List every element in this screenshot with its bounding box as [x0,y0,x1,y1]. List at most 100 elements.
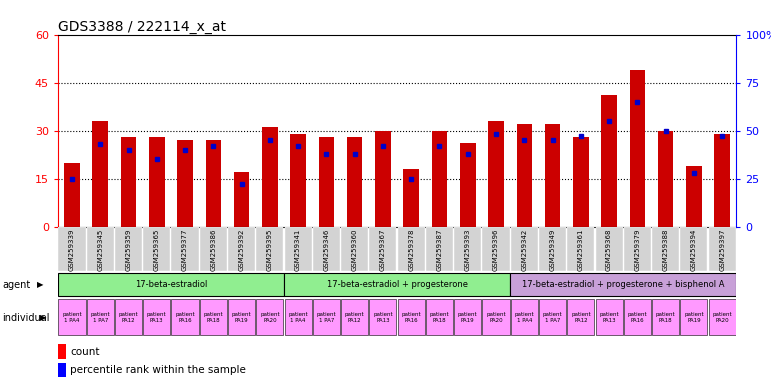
Bar [313,300,340,335]
Text: GSM259360: GSM259360 [352,229,358,271]
Bar [228,227,255,271]
Bar [234,172,249,227]
Text: patient
PA13: patient PA13 [599,312,619,323]
Bar [369,227,396,271]
Text: patient
PA19: patient PA19 [684,312,704,323]
Text: ▶: ▶ [37,280,43,290]
Bar [595,227,623,271]
Bar [58,363,66,377]
Bar [680,300,708,335]
Text: GSM259397: GSM259397 [719,229,726,271]
Text: GSM259342: GSM259342 [521,229,527,271]
Bar [652,300,679,335]
Bar [86,300,114,335]
Bar [454,300,481,335]
Text: 17-beta-estradiol: 17-beta-estradiol [135,280,207,289]
Bar [517,124,532,227]
Bar [256,300,284,335]
Text: GSM259396: GSM259396 [493,229,499,271]
Text: patient
PA19: patient PA19 [458,312,477,323]
Text: patient
1 PA7: patient 1 PA7 [543,312,562,323]
Text: GDS3388 / 222114_x_at: GDS3388 / 222114_x_at [58,20,226,33]
Text: count: count [70,347,99,357]
Text: patient
1 PA4: patient 1 PA4 [514,312,534,323]
Text: GSM259388: GSM259388 [662,229,668,271]
Bar [341,300,369,335]
Bar [539,300,566,335]
Text: GSM259394: GSM259394 [691,229,697,271]
Bar [539,227,566,271]
Text: patient
PA16: patient PA16 [628,312,647,323]
Bar [709,300,736,335]
Text: patient
PA12: patient PA12 [119,312,138,323]
Text: patient
PA16: patient PA16 [402,312,421,323]
Bar [86,227,114,271]
Text: patient
1 PA4: patient 1 PA4 [288,312,308,323]
Bar [460,143,476,227]
Bar [680,227,708,271]
Text: GSM259368: GSM259368 [606,229,612,271]
Bar [143,227,170,271]
Bar [573,137,588,227]
Text: GSM259367: GSM259367 [380,229,386,271]
Bar [58,344,66,359]
Text: GSM259392: GSM259392 [238,229,244,271]
Bar [143,300,170,335]
Bar [398,227,425,271]
Bar [426,300,453,335]
Text: individual: individual [2,313,50,323]
Bar [284,300,311,335]
Bar [284,273,510,296]
Text: patient
PA19: patient PA19 [232,312,251,323]
Bar [686,166,702,227]
Text: 17-beta-estradiol + progesterone: 17-beta-estradiol + progesterone [327,280,467,289]
Bar [567,227,594,271]
Text: patient
PA13: patient PA13 [147,312,167,323]
Bar [624,300,651,335]
Bar [171,300,199,335]
Bar [313,227,340,271]
Text: patient
PA18: patient PA18 [429,312,449,323]
Bar [228,300,255,335]
Text: GSM259341: GSM259341 [295,229,301,271]
Bar [624,227,651,271]
Text: agent: agent [2,280,31,290]
Text: patient
PA18: patient PA18 [656,312,675,323]
Text: GSM259349: GSM259349 [550,229,556,271]
Bar [318,137,334,227]
Bar [200,227,227,271]
Bar [432,131,447,227]
Bar [64,162,79,227]
Bar [398,300,425,335]
Text: GSM259379: GSM259379 [635,229,641,271]
Bar [715,134,730,227]
Bar [284,227,311,271]
Bar [256,227,284,271]
Bar [545,124,561,227]
Text: GSM259365: GSM259365 [153,229,160,271]
Bar [200,300,227,335]
Bar [347,137,362,227]
Bar [658,131,673,227]
Bar [369,300,396,335]
Bar [121,137,136,227]
Text: patient
PA20: patient PA20 [712,312,732,323]
Text: patient
PA12: patient PA12 [345,312,365,323]
Text: patient
1 PA4: patient 1 PA4 [62,312,82,323]
Bar [375,131,391,227]
Bar [59,227,86,271]
Text: GSM259359: GSM259359 [126,229,132,271]
Bar [510,273,736,296]
Text: patient
1 PA7: patient 1 PA7 [90,312,110,323]
Text: patient
PA18: patient PA18 [204,312,223,323]
Bar [262,127,278,227]
Bar [403,169,419,227]
Text: patient
PA16: patient PA16 [175,312,195,323]
Text: GSM259387: GSM259387 [436,229,443,271]
Text: GSM259395: GSM259395 [267,229,273,271]
Bar [206,140,221,227]
Text: patient
PA20: patient PA20 [260,312,280,323]
Bar [483,300,510,335]
Bar [595,300,623,335]
Text: percentile rank within the sample: percentile rank within the sample [70,365,246,375]
